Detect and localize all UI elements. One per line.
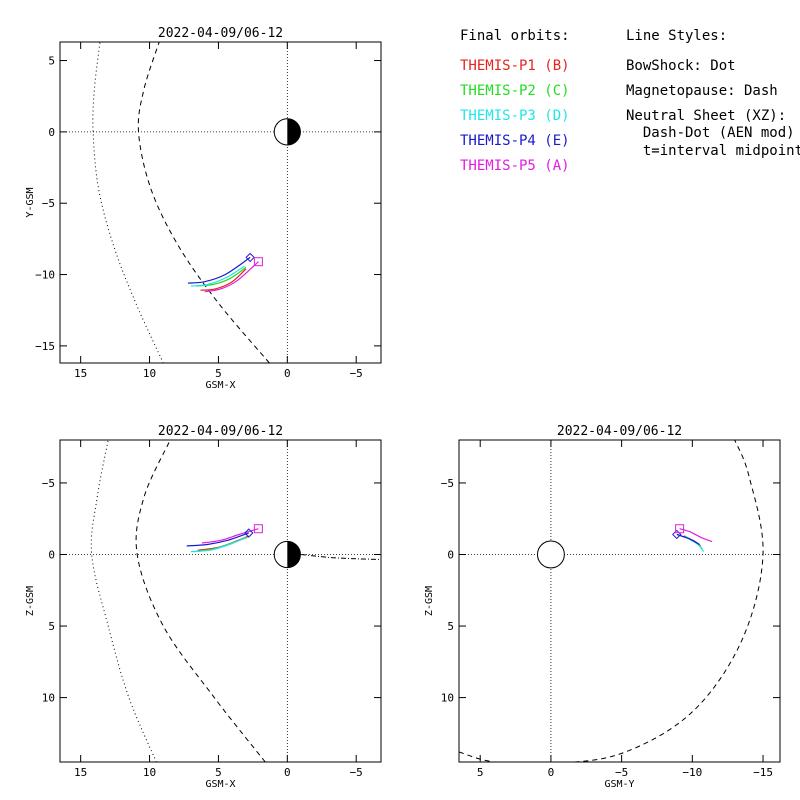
y-tick-label: 10 xyxy=(441,692,454,705)
end-marker-diamond xyxy=(245,252,255,263)
bow-shock-line xyxy=(90,440,157,762)
panel-yz: 5 0 −5 −10 −15 −5 0 5 10 2022-04-09/06-12 GSM-Y Z-G… xyxy=(424,424,781,790)
magnetopause-line xyxy=(137,42,270,363)
x-tick-label: 15 xyxy=(74,766,87,779)
earth-icon xyxy=(536,540,565,569)
x-tick-label: 5 xyxy=(215,766,222,779)
panel-title: 2022-04-09/06-12 xyxy=(158,424,283,439)
x-axis-label: GSM-X xyxy=(205,380,235,391)
y-tick-label: 0 xyxy=(447,548,454,561)
style-line-1: BowShock: Dot xyxy=(626,58,736,74)
y-tick-label: −5 xyxy=(441,477,454,490)
orbit-label-p5: THEMIS-P5 (A) xyxy=(460,158,570,174)
end-marker-square xyxy=(253,524,263,534)
y-tick-label: 0 xyxy=(48,548,55,561)
orbit-line-p3 xyxy=(190,265,245,287)
orbit-line-p4 xyxy=(186,532,249,547)
x-tick-label: 10 xyxy=(143,766,156,779)
x-tick-label: −5 xyxy=(350,367,363,380)
orbit-line-p1 xyxy=(200,268,247,291)
x-tick-label: 0 xyxy=(548,766,555,779)
orbit-line-p3 xyxy=(190,536,247,553)
panel-title: 2022-04-09/06-12 xyxy=(557,424,682,439)
y-axis-label: Y-GSM xyxy=(25,187,36,217)
plot-frame xyxy=(458,439,781,763)
end-marker-square xyxy=(253,257,263,267)
x-tick-label: 0 xyxy=(284,367,291,380)
orbit-label-p4: THEMIS-P4 (E) xyxy=(460,133,570,149)
panel-xy: 15 10 5 0 −5 −15 −10 −5 0 5 2022-04-09/06-12 GSM-X Y… xyxy=(25,26,382,391)
x-tick-label: −15 xyxy=(753,766,773,779)
earth-icon xyxy=(273,118,301,146)
orbit-label-p2: THEMIS-P2 (C) xyxy=(460,83,570,99)
orbit-label-p1: THEMIS-P1 (B) xyxy=(460,58,570,74)
x-axis-label: GSM-X xyxy=(205,779,235,790)
y-tick-label: 5 xyxy=(48,620,55,633)
styles-title: Line Styles: xyxy=(626,28,727,44)
end-marker-diamond xyxy=(672,529,682,540)
x-tick-label: 0 xyxy=(284,766,291,779)
neutral-sheet-line xyxy=(301,554,381,560)
plot-frame xyxy=(59,439,382,763)
x-tick-label: 15 xyxy=(74,367,87,380)
end-marker-square xyxy=(675,524,685,534)
y-tick-label: 5 xyxy=(48,55,55,68)
y-tick-label: 5 xyxy=(447,620,454,633)
bow-shock-line xyxy=(92,42,164,363)
x-tick-label: 10 xyxy=(143,367,156,380)
orbits-title: Final orbits: xyxy=(460,28,570,44)
legend: Final orbits: THEMIS-P1 (B) THEMIS-P2 (C… xyxy=(460,28,800,174)
y-axis-label: Z-GSM xyxy=(424,586,435,616)
x-tick-label: −5 xyxy=(615,766,628,779)
x-tick-label: 5 xyxy=(477,766,484,779)
y-tick-label: 0 xyxy=(48,126,55,139)
end-marker-diamond xyxy=(244,528,254,538)
orbit-line-p5 xyxy=(679,528,713,543)
y-tick-label: −5 xyxy=(42,197,55,210)
y-tick-label: −10 xyxy=(35,269,55,282)
magnetopause-line xyxy=(459,440,764,762)
style-line-2: Magnetopause: Dash xyxy=(626,83,778,99)
panel-title: 2022-04-09/06-12 xyxy=(158,26,283,41)
orbit-line-p5 xyxy=(201,528,259,544)
orbit-label-p3: THEMIS-P3 (D) xyxy=(460,108,570,124)
x-axis-label: GSM-Y xyxy=(604,779,634,790)
earth-icon xyxy=(273,540,301,569)
x-tick-label: −5 xyxy=(350,766,363,779)
y-axis-label: Z-GSM xyxy=(25,586,36,616)
style-line-5: t=interval midpoint xyxy=(626,143,800,159)
magnetopause-line xyxy=(135,440,266,762)
y-tick-label: −5 xyxy=(42,477,55,490)
style-line-4: Dash-Dot (AEN mod) xyxy=(626,125,795,141)
panel-xz: 15 10 5 0 −5 −5 0 5 10 2022-04-09/06-12 GSM-X Z-GSM xyxy=(25,424,382,790)
plot-frame xyxy=(59,41,382,364)
x-tick-label: −10 xyxy=(682,766,702,779)
style-line-3: Neutral Sheet (XZ): xyxy=(626,108,786,124)
orbit-line-p4 xyxy=(188,256,251,284)
y-tick-label: 10 xyxy=(42,692,55,705)
orbit-line-p4 xyxy=(676,533,700,546)
x-tick-label: 5 xyxy=(215,367,222,380)
orbit-line-p5 xyxy=(204,261,259,293)
y-tick-label: −15 xyxy=(35,340,55,353)
